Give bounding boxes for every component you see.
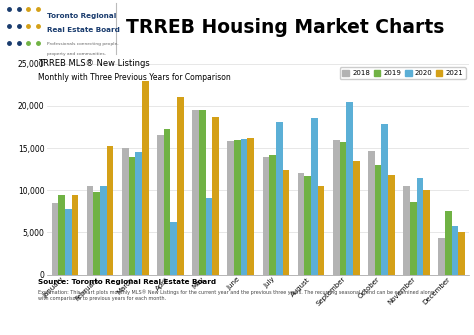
Bar: [199, 110, 206, 275]
Bar: [353, 161, 360, 275]
Text: TRREB Housing Market Charts: TRREB Housing Market Charts: [126, 18, 444, 37]
Bar: [382, 124, 388, 275]
Bar: [164, 130, 171, 275]
Bar: [276, 122, 283, 275]
Bar: [410, 202, 417, 275]
Bar: [135, 152, 142, 275]
Bar: [304, 176, 311, 275]
Bar: [423, 190, 430, 275]
Text: Toronto Regional: Toronto Regional: [47, 12, 117, 18]
Bar: [403, 186, 410, 275]
Bar: [206, 198, 212, 275]
Bar: [241, 139, 247, 275]
Bar: [247, 138, 254, 275]
Bar: [171, 222, 177, 275]
Bar: [52, 203, 58, 275]
Bar: [58, 195, 65, 275]
Text: Professionals connecting people,: Professionals connecting people,: [47, 42, 119, 46]
Bar: [452, 226, 458, 275]
Bar: [333, 140, 339, 275]
Bar: [269, 155, 276, 275]
Bar: [87, 186, 93, 275]
Text: Toronto Regional Real Estate Board: Toronto Regional Real Estate Board: [9, 320, 178, 329]
Bar: [311, 118, 318, 275]
Bar: [234, 140, 241, 275]
Text: Explanation: This chart plots monthly MLS® New Listings for the current year and: Explanation: This chart plots monthly ML…: [38, 290, 434, 301]
Bar: [346, 102, 353, 275]
Bar: [228, 141, 234, 275]
Bar: [192, 110, 199, 275]
Text: property and communities.: property and communities.: [47, 52, 106, 56]
Bar: [368, 151, 374, 275]
Bar: [65, 209, 72, 275]
Legend: 2018, 2019, 2020, 2021: 2018, 2019, 2020, 2021: [340, 67, 466, 79]
Text: Source: Toronto Regional Real Estate Board: Source: Toronto Regional Real Estate Boa…: [38, 279, 216, 285]
Bar: [142, 80, 149, 275]
Bar: [107, 146, 113, 275]
Text: TRREB MLS® New Listings: TRREB MLS® New Listings: [38, 59, 150, 68]
Bar: [122, 148, 128, 275]
Text: Monthly with Three Previous Years for Comparison: Monthly with Three Previous Years for Co…: [38, 73, 231, 82]
Bar: [212, 117, 219, 275]
Bar: [177, 96, 184, 275]
Bar: [72, 195, 78, 275]
Bar: [388, 175, 395, 275]
Bar: [417, 178, 423, 275]
Bar: [445, 211, 452, 275]
Bar: [318, 186, 324, 275]
Bar: [374, 165, 382, 275]
Bar: [298, 173, 304, 275]
Bar: [93, 192, 100, 275]
Bar: [100, 186, 107, 275]
Text: Real Estate Board: Real Estate Board: [47, 27, 120, 34]
Bar: [283, 170, 289, 275]
Bar: [157, 135, 164, 275]
Bar: [438, 239, 445, 275]
Bar: [458, 231, 465, 275]
Bar: [128, 156, 135, 275]
Bar: [339, 142, 346, 275]
Bar: [263, 157, 269, 275]
